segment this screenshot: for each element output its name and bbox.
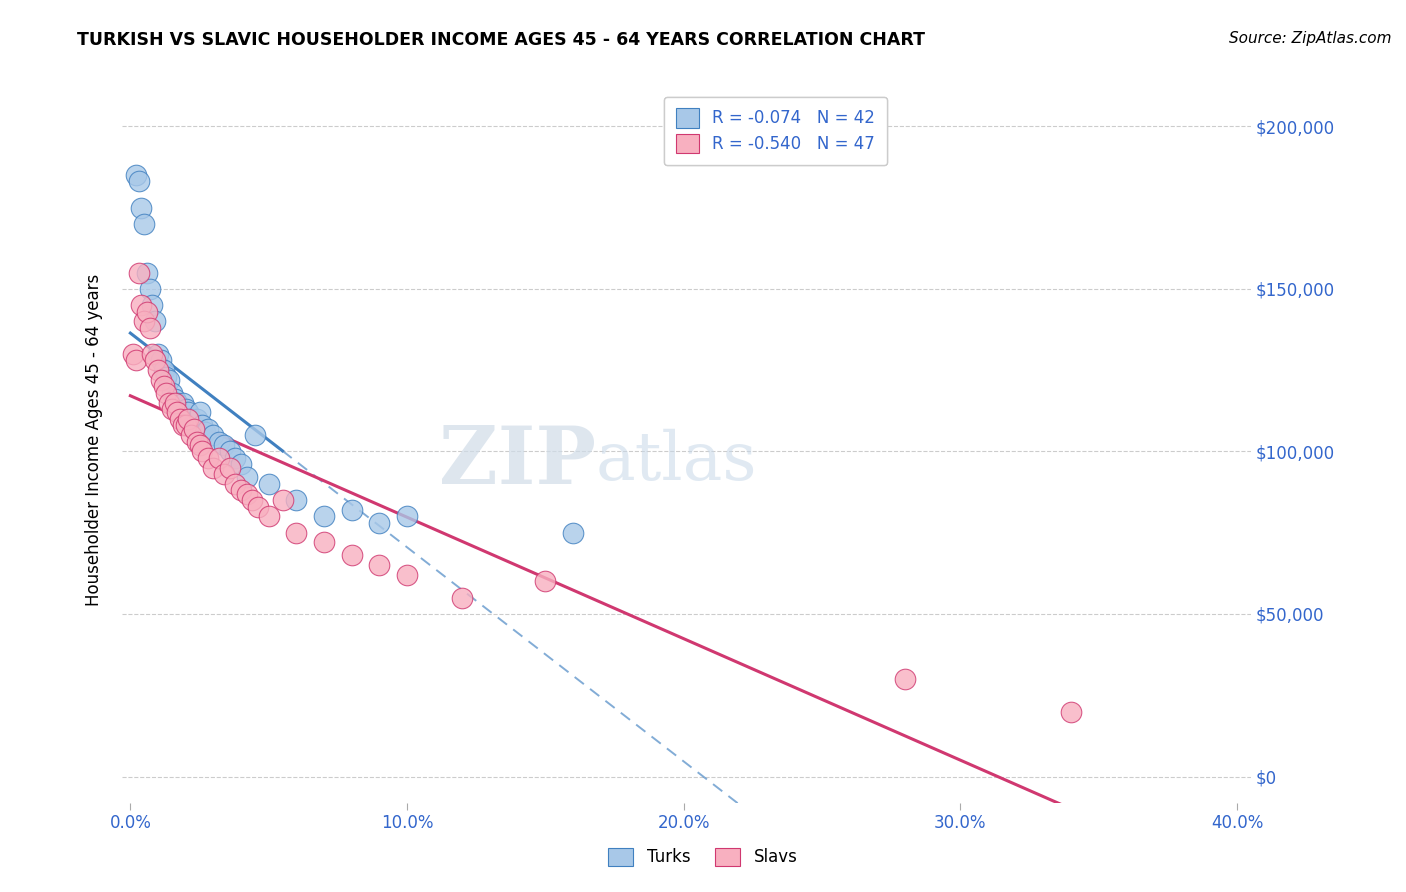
Point xyxy=(285,493,308,508)
Point xyxy=(191,418,214,433)
Point xyxy=(152,363,174,377)
Point xyxy=(134,217,156,231)
Point xyxy=(143,353,166,368)
Point xyxy=(191,444,214,458)
Point xyxy=(163,392,186,407)
Point xyxy=(125,168,148,182)
Point xyxy=(146,363,169,377)
Point xyxy=(229,483,252,498)
Point xyxy=(219,460,242,475)
Point xyxy=(141,298,163,312)
Text: atlas: atlas xyxy=(596,429,758,494)
Point xyxy=(163,395,186,409)
Point xyxy=(197,422,219,436)
Point xyxy=(183,422,205,436)
Point xyxy=(138,282,160,296)
Point xyxy=(340,503,363,517)
Point xyxy=(243,428,266,442)
Text: Source: ZipAtlas.com: Source: ZipAtlas.com xyxy=(1229,31,1392,46)
Point xyxy=(169,405,191,419)
Point xyxy=(180,412,202,426)
Text: ZIP: ZIP xyxy=(439,423,596,500)
Point xyxy=(131,298,153,312)
Point xyxy=(160,402,183,417)
Point xyxy=(271,493,294,508)
Point xyxy=(214,467,236,482)
Point xyxy=(235,486,257,500)
Point xyxy=(197,450,219,465)
Point xyxy=(122,347,145,361)
Y-axis label: Householder Income Ages 45 - 64 years: Householder Income Ages 45 - 64 years xyxy=(86,274,103,607)
Point xyxy=(166,405,188,419)
Point xyxy=(188,405,211,419)
Point xyxy=(194,425,217,439)
Point xyxy=(202,460,225,475)
Point xyxy=(229,458,252,472)
Point xyxy=(128,266,150,280)
Point xyxy=(160,385,183,400)
Point xyxy=(149,373,172,387)
Point xyxy=(235,470,257,484)
Point xyxy=(208,434,231,449)
Point xyxy=(208,450,231,465)
Point xyxy=(157,373,180,387)
Point xyxy=(152,379,174,393)
Point xyxy=(131,201,153,215)
Point xyxy=(312,535,335,549)
Point xyxy=(177,405,200,419)
Point xyxy=(169,412,191,426)
Legend: Turks, Slavs: Turks, Slavs xyxy=(600,839,806,875)
Point xyxy=(219,444,242,458)
Point xyxy=(312,509,335,524)
Point xyxy=(172,418,194,433)
Point xyxy=(240,493,263,508)
Point xyxy=(202,428,225,442)
Point xyxy=(368,516,391,530)
Point xyxy=(257,477,280,491)
Point xyxy=(257,509,280,524)
Point xyxy=(1060,705,1083,719)
Point xyxy=(174,402,197,417)
Point xyxy=(143,314,166,328)
Point xyxy=(157,395,180,409)
Point xyxy=(188,438,211,452)
Point xyxy=(125,353,148,368)
Point xyxy=(141,347,163,361)
Point xyxy=(136,266,159,280)
Point xyxy=(174,418,197,433)
Point xyxy=(134,314,156,328)
Point xyxy=(128,174,150,188)
Point xyxy=(562,525,585,540)
Point xyxy=(186,434,208,449)
Point xyxy=(166,395,188,409)
Point xyxy=(214,438,236,452)
Legend: R = -0.074   N = 42, R = -0.540   N = 47: R = -0.074 N = 42, R = -0.540 N = 47 xyxy=(664,96,887,165)
Point xyxy=(146,347,169,361)
Point xyxy=(180,428,202,442)
Point xyxy=(138,321,160,335)
Point xyxy=(534,574,557,589)
Point xyxy=(183,418,205,433)
Point xyxy=(340,549,363,563)
Point xyxy=(285,525,308,540)
Text: TURKISH VS SLAVIC HOUSEHOLDER INCOME AGES 45 - 64 YEARS CORRELATION CHART: TURKISH VS SLAVIC HOUSEHOLDER INCOME AGE… xyxy=(77,31,925,49)
Point xyxy=(224,450,246,465)
Point xyxy=(451,591,474,605)
Point xyxy=(172,395,194,409)
Point xyxy=(246,500,269,514)
Point xyxy=(395,509,418,524)
Point xyxy=(186,412,208,426)
Point xyxy=(155,385,177,400)
Point xyxy=(155,369,177,384)
Point xyxy=(224,477,246,491)
Point xyxy=(136,304,159,318)
Point xyxy=(177,412,200,426)
Point xyxy=(395,568,418,582)
Point xyxy=(894,672,917,686)
Point xyxy=(368,558,391,573)
Point xyxy=(149,353,172,368)
